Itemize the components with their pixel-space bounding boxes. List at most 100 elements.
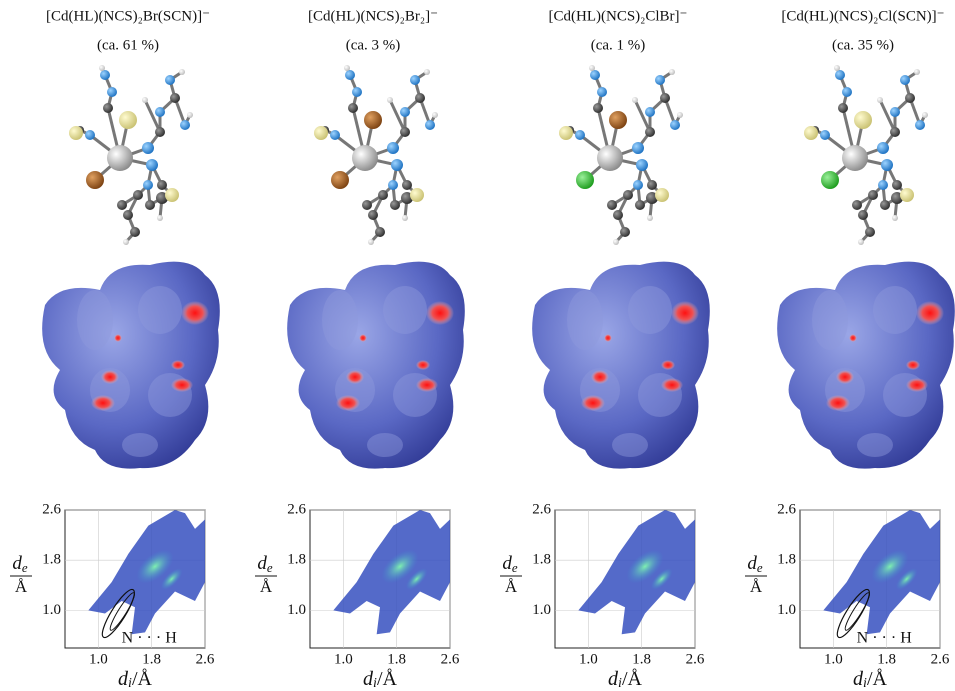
x-axis-label: di/Å (363, 668, 397, 691)
contact-spot (604, 334, 612, 342)
contact-spot (916, 301, 944, 325)
panel-share: (ca. 61 %) (97, 37, 159, 53)
contact-spot (849, 334, 857, 342)
atom (100, 70, 110, 80)
atom (432, 112, 438, 118)
atom (632, 97, 638, 103)
contact-spot (171, 360, 185, 370)
y-axis-symbol: d (257, 553, 267, 574)
atom (85, 130, 95, 140)
y-axis-subscript: e (267, 560, 273, 575)
y-tick-label: 1.0 (532, 602, 551, 618)
atom (842, 87, 852, 97)
atom (576, 171, 594, 189)
atom (880, 200, 890, 210)
atom (609, 111, 627, 129)
atom (670, 120, 680, 130)
panel-share: (ca. 1 %) (591, 37, 646, 53)
annotation: N · · · H (122, 629, 178, 646)
surface-lobe (367, 433, 403, 457)
atom (645, 107, 655, 117)
atom (107, 87, 117, 97)
annotation: N · · · H (857, 629, 913, 646)
atom (613, 239, 619, 245)
y-tick-label: 1.8 (532, 552, 551, 568)
atom (660, 93, 670, 103)
x-axis-unit: /Å (867, 668, 888, 690)
molecule (314, 65, 438, 245)
atom (821, 171, 839, 189)
y-axis-unit: Å (260, 577, 273, 596)
molecule (559, 65, 683, 245)
atom (352, 145, 378, 171)
atom (620, 227, 630, 237)
atom (575, 130, 585, 140)
atom (881, 159, 893, 171)
atom (425, 120, 435, 130)
molecule (804, 65, 928, 245)
atom (632, 142, 644, 154)
atom (820, 130, 830, 140)
atom (838, 103, 848, 113)
atom (647, 180, 657, 190)
atom (117, 200, 127, 210)
atom (623, 190, 633, 200)
atom (400, 107, 410, 117)
atom (155, 127, 165, 137)
atom (314, 126, 328, 140)
contact-spot (359, 334, 367, 342)
atom (402, 180, 412, 190)
atom (157, 180, 167, 190)
y-axis-symbol: d (502, 553, 512, 574)
atom (142, 97, 148, 103)
atom (410, 75, 420, 85)
atom (410, 188, 424, 202)
atom (655, 188, 669, 202)
x-tick-label: 1.8 (632, 651, 651, 667)
atom (922, 112, 928, 118)
atom (669, 69, 675, 75)
atom (877, 142, 889, 154)
x-tick-label: 1.0 (334, 651, 353, 667)
fingerprint-plot (555, 510, 695, 648)
x-tick-label: 1.0 (579, 651, 598, 667)
fingerprint-plot (65, 510, 205, 648)
atom (145, 200, 155, 210)
x-axis-label: di/Å (118, 668, 152, 691)
hirshfeld-surface (287, 262, 465, 469)
atom (402, 215, 408, 221)
atom (915, 120, 925, 130)
atom (633, 180, 643, 190)
surface-lobe (612, 433, 648, 457)
surface-lobe (628, 286, 672, 334)
atom (607, 200, 617, 210)
surface-lobe (812, 290, 848, 350)
atom (107, 145, 133, 171)
fingerprint-plot (800, 510, 940, 648)
atom (387, 142, 399, 154)
panel-title: [Cd(HL)(NCS)₂Cl(SCN)]⁻ (781, 8, 944, 24)
atom (378, 190, 388, 200)
y-axis-symbol: d (12, 553, 22, 574)
x-axis-label: di/Å (853, 668, 887, 691)
y-axis-label: de (12, 553, 28, 575)
contact-spot (91, 395, 115, 411)
atom (391, 159, 403, 171)
atom (133, 190, 143, 200)
atom (364, 111, 382, 129)
surface-lobe (77, 290, 113, 350)
atom (593, 103, 603, 113)
atom (900, 188, 914, 202)
atom (597, 145, 623, 171)
contact-spot (661, 360, 675, 370)
surface-lobe (383, 286, 427, 334)
contact-spot (336, 395, 360, 411)
x-tick-label: 1.8 (877, 651, 896, 667)
atom (146, 159, 158, 171)
y-tick-label: 2.6 (42, 501, 61, 517)
y-tick-label: 1.0 (777, 602, 796, 618)
contact-spot (826, 395, 850, 411)
x-tick-label: 2.6 (441, 651, 460, 667)
atom (344, 65, 350, 71)
atom (143, 180, 153, 190)
